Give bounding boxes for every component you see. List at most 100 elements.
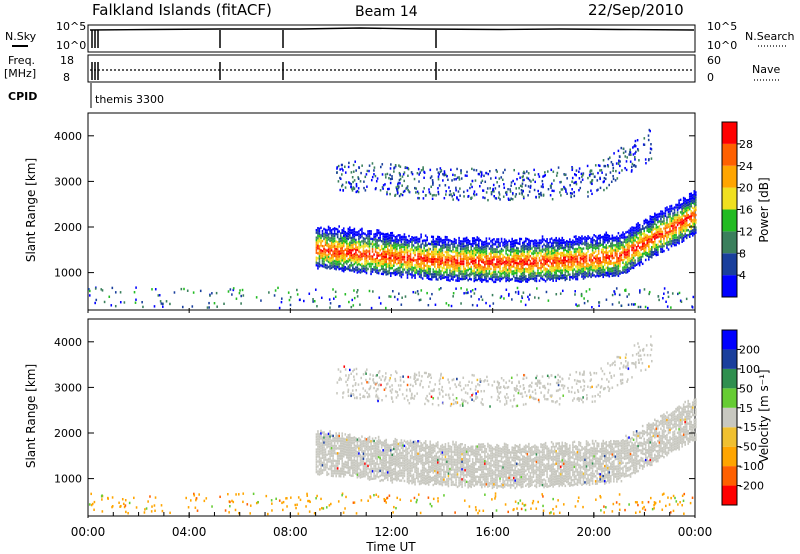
scatter-cell (499, 244, 501, 248)
scatter-cell (528, 256, 530, 259)
scatter-cell (594, 250, 597, 253)
scatter-cell (654, 227, 656, 231)
scatter-cell (368, 237, 371, 240)
scatter-cell (500, 252, 503, 256)
scatter-cell (401, 175, 404, 178)
scatter-cell (474, 253, 477, 257)
scatter-cell (503, 186, 506, 189)
scatter-cell (637, 224, 639, 228)
scatter-cell (329, 239, 331, 243)
scatter-cell (540, 274, 542, 277)
scatter-cell (398, 178, 401, 182)
scatter-cell (641, 227, 644, 230)
scatter-cell (541, 257, 544, 261)
scatter-cell (599, 169, 601, 172)
scatter-cell (561, 251, 564, 255)
scatter-cell (518, 250, 521, 253)
scatter-cell (596, 236, 598, 239)
scatter-cell (637, 239, 639, 243)
scatter-cell (514, 239, 517, 242)
scatter-cell (525, 267, 527, 270)
scatter-cell (326, 239, 328, 242)
scatter-cell (523, 278, 526, 281)
scatter-cell (320, 226, 322, 229)
scatter-cell (409, 238, 412, 241)
scatter-cell (420, 271, 422, 274)
scatter-cell (532, 260, 535, 263)
scatter-cell (569, 268, 571, 271)
scatter-cell (444, 275, 447, 279)
scatter-cell (676, 203, 679, 207)
scatter-cell (584, 240, 586, 244)
scatter-cell (541, 240, 544, 243)
scatter-cell (437, 258, 439, 261)
scatter-cell (691, 211, 694, 215)
scatter-cell (570, 275, 573, 279)
scatter-cell (509, 263, 512, 266)
scatter-cell (612, 177, 615, 181)
scatter-cell (329, 306, 331, 309)
scatter-cell (239, 289, 241, 292)
scatter-cell (523, 268, 526, 271)
scatter-cell (270, 499, 273, 502)
scatter-cell (426, 276, 429, 279)
scatter-cell (632, 153, 635, 156)
scatter-cell (593, 266, 595, 270)
scatter-cell (646, 252, 649, 255)
scatter-cell (364, 175, 367, 179)
scatter-cell (365, 241, 368, 245)
scatter-cell (675, 500, 678, 503)
scatter-cell (393, 295, 396, 299)
scatter-cell (330, 434, 333, 437)
scatter-cell (540, 191, 542, 195)
scatter-cell (517, 269, 520, 273)
scatter-cell (629, 260, 632, 263)
scatter-cell (453, 268, 456, 271)
scatter-cell (459, 252, 462, 256)
scatter-cell (519, 176, 521, 179)
scatter-cell (634, 239, 636, 242)
scatter-cell (484, 263, 486, 266)
scatter-cell (623, 233, 626, 236)
scatter-cell (359, 233, 362, 237)
scatter-cell (436, 168, 438, 171)
scatter-cell (564, 261, 567, 264)
scatter-cell (508, 274, 510, 278)
scatter-cell (332, 250, 334, 253)
scatter-cell (440, 169, 443, 172)
scatter-cell (522, 171, 525, 175)
scatter-cell (353, 255, 356, 258)
scatter-cell (432, 243, 435, 246)
scatter-cell (681, 220, 683, 223)
scatter-cell (547, 264, 550, 267)
scatter-cell (418, 196, 421, 200)
scatter-cell (338, 245, 340, 248)
scatter-cell (637, 252, 639, 255)
scatter-cell (342, 239, 345, 243)
scatter-cell (617, 237, 620, 240)
scatter-cell (368, 242, 371, 245)
scatter-cell (474, 238, 477, 242)
scatter-cell (396, 187, 398, 191)
scatter-cell (347, 449, 350, 452)
scatter-cell (484, 248, 486, 251)
scatter-cell (357, 176, 359, 179)
scatter-cell (660, 242, 662, 246)
scatter-cell (368, 257, 371, 260)
scatter-cell (446, 261, 448, 264)
scatter-cell (490, 240, 492, 243)
scatter-cell (552, 246, 554, 250)
scatter-cell (342, 267, 345, 270)
scatter-cell (327, 248, 330, 251)
scatter-cell (487, 264, 489, 268)
scatter-cell (593, 264, 595, 267)
scatter-cell (569, 245, 571, 249)
scatter-cell (582, 254, 585, 258)
scatter-cell (644, 248, 647, 252)
scatter-cell (575, 240, 577, 243)
scatter-cell (541, 493, 543, 496)
scatter-cell (597, 262, 600, 265)
scatter-cell (429, 297, 432, 300)
scatter-cell (365, 261, 368, 265)
scatter-cell (380, 267, 383, 271)
